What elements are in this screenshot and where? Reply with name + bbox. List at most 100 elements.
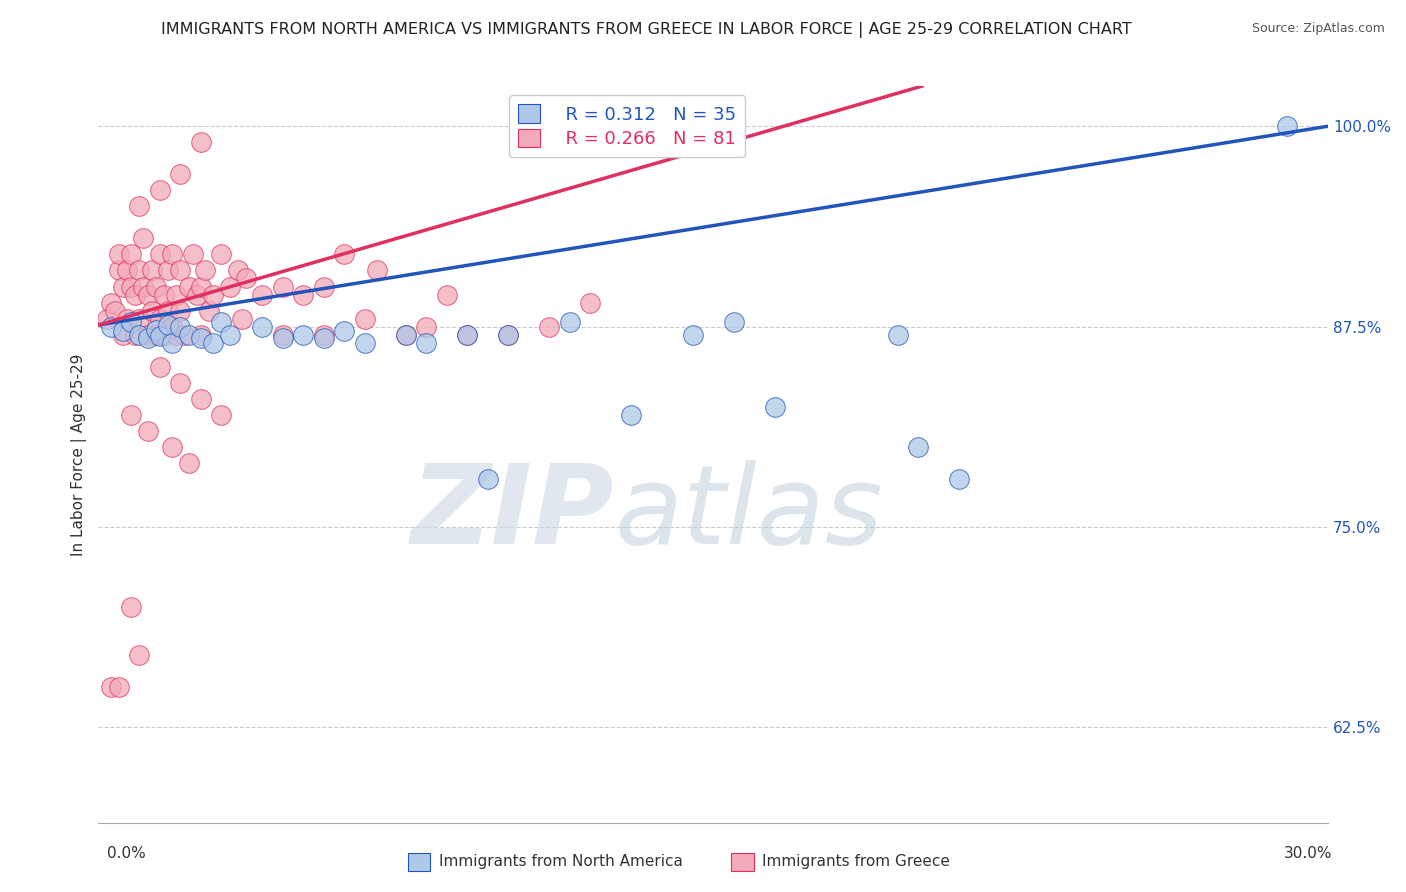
Point <box>149 247 172 261</box>
Point <box>620 408 643 422</box>
Point <box>948 472 970 486</box>
Point <box>160 335 183 350</box>
Point <box>477 472 499 486</box>
Legend:   R = 0.312   N = 35,   R = 0.266   N = 81: R = 0.312 N = 35, R = 0.266 N = 81 <box>509 95 745 157</box>
Point <box>395 327 418 342</box>
Point <box>120 315 142 329</box>
Point <box>115 311 138 326</box>
Text: 0.0%: 0.0% <box>107 847 146 861</box>
Text: Immigrants from North America: Immigrants from North America <box>439 855 682 869</box>
Point <box>160 440 183 454</box>
Point <box>579 295 602 310</box>
Point <box>108 263 131 277</box>
Point <box>218 327 240 342</box>
Point <box>209 315 232 329</box>
Point <box>160 319 183 334</box>
Point <box>271 327 294 342</box>
Point <box>149 329 172 343</box>
Point <box>252 319 274 334</box>
Text: IMMIGRANTS FROM NORTH AMERICA VS IMMIGRANTS FROM GREECE IN LABOR FORCE | AGE 25-: IMMIGRANTS FROM NORTH AMERICA VS IMMIGRA… <box>162 22 1132 38</box>
Point <box>165 327 187 342</box>
Point <box>169 319 191 334</box>
Point <box>271 331 294 345</box>
Point <box>498 327 520 342</box>
Point <box>128 327 150 342</box>
Point <box>120 279 142 293</box>
Point <box>186 287 208 301</box>
Text: ZIP: ZIP <box>412 460 614 567</box>
Point <box>120 247 142 261</box>
Text: Immigrants from Greece: Immigrants from Greece <box>762 855 950 869</box>
Point <box>231 311 253 326</box>
Text: 30.0%: 30.0% <box>1284 847 1331 861</box>
Text: Source: ZipAtlas.com: Source: ZipAtlas.com <box>1251 22 1385 36</box>
Point <box>456 327 478 342</box>
Point <box>157 318 180 332</box>
Point <box>153 327 176 342</box>
Point <box>149 359 172 374</box>
Point <box>907 440 929 454</box>
Point <box>111 325 134 339</box>
Point <box>202 287 225 301</box>
Point <box>177 456 200 470</box>
Point <box>104 303 127 318</box>
Point <box>115 263 138 277</box>
Point <box>312 327 335 342</box>
Point <box>190 327 212 342</box>
Point <box>157 263 180 277</box>
Point <box>456 327 478 342</box>
Point <box>177 279 200 293</box>
Point <box>415 335 437 350</box>
Point <box>271 279 294 293</box>
Point <box>226 263 249 277</box>
Point <box>194 263 217 277</box>
Point <box>218 279 240 293</box>
Point <box>100 319 122 334</box>
Point <box>111 327 134 342</box>
Point <box>136 327 159 342</box>
Point <box>366 263 388 277</box>
Point <box>436 287 458 301</box>
Point <box>252 287 274 301</box>
Point <box>165 287 187 301</box>
Point <box>190 392 212 406</box>
Point <box>169 376 191 390</box>
Point <box>169 263 191 277</box>
Point <box>312 279 335 293</box>
Point <box>353 311 375 326</box>
Point <box>190 279 212 293</box>
Point <box>1275 119 1298 133</box>
Point <box>160 247 183 261</box>
Point <box>498 327 520 342</box>
Point <box>124 287 146 301</box>
Point <box>682 327 704 342</box>
Point <box>120 600 142 615</box>
Point <box>312 331 335 345</box>
Text: atlas: atlas <box>614 460 883 567</box>
Point <box>333 247 356 261</box>
Point <box>235 271 257 285</box>
Point <box>136 287 159 301</box>
Point <box>145 327 167 342</box>
Point <box>145 279 167 293</box>
Y-axis label: In Labor Force | Age 25-29: In Labor Force | Age 25-29 <box>72 353 87 556</box>
Point <box>141 303 163 318</box>
Point <box>111 279 134 293</box>
Point <box>128 199 150 213</box>
Point <box>169 167 191 181</box>
Point <box>202 335 225 350</box>
Point <box>149 183 172 197</box>
Point <box>723 315 745 329</box>
Point <box>177 327 200 342</box>
Point <box>132 279 155 293</box>
Point <box>128 263 150 277</box>
Point <box>100 295 122 310</box>
Point <box>415 319 437 334</box>
Point <box>353 335 375 350</box>
Point <box>190 135 212 149</box>
Point <box>128 648 150 663</box>
Point <box>209 408 232 422</box>
Point <box>763 400 786 414</box>
Point <box>128 311 150 326</box>
Point <box>96 311 118 326</box>
